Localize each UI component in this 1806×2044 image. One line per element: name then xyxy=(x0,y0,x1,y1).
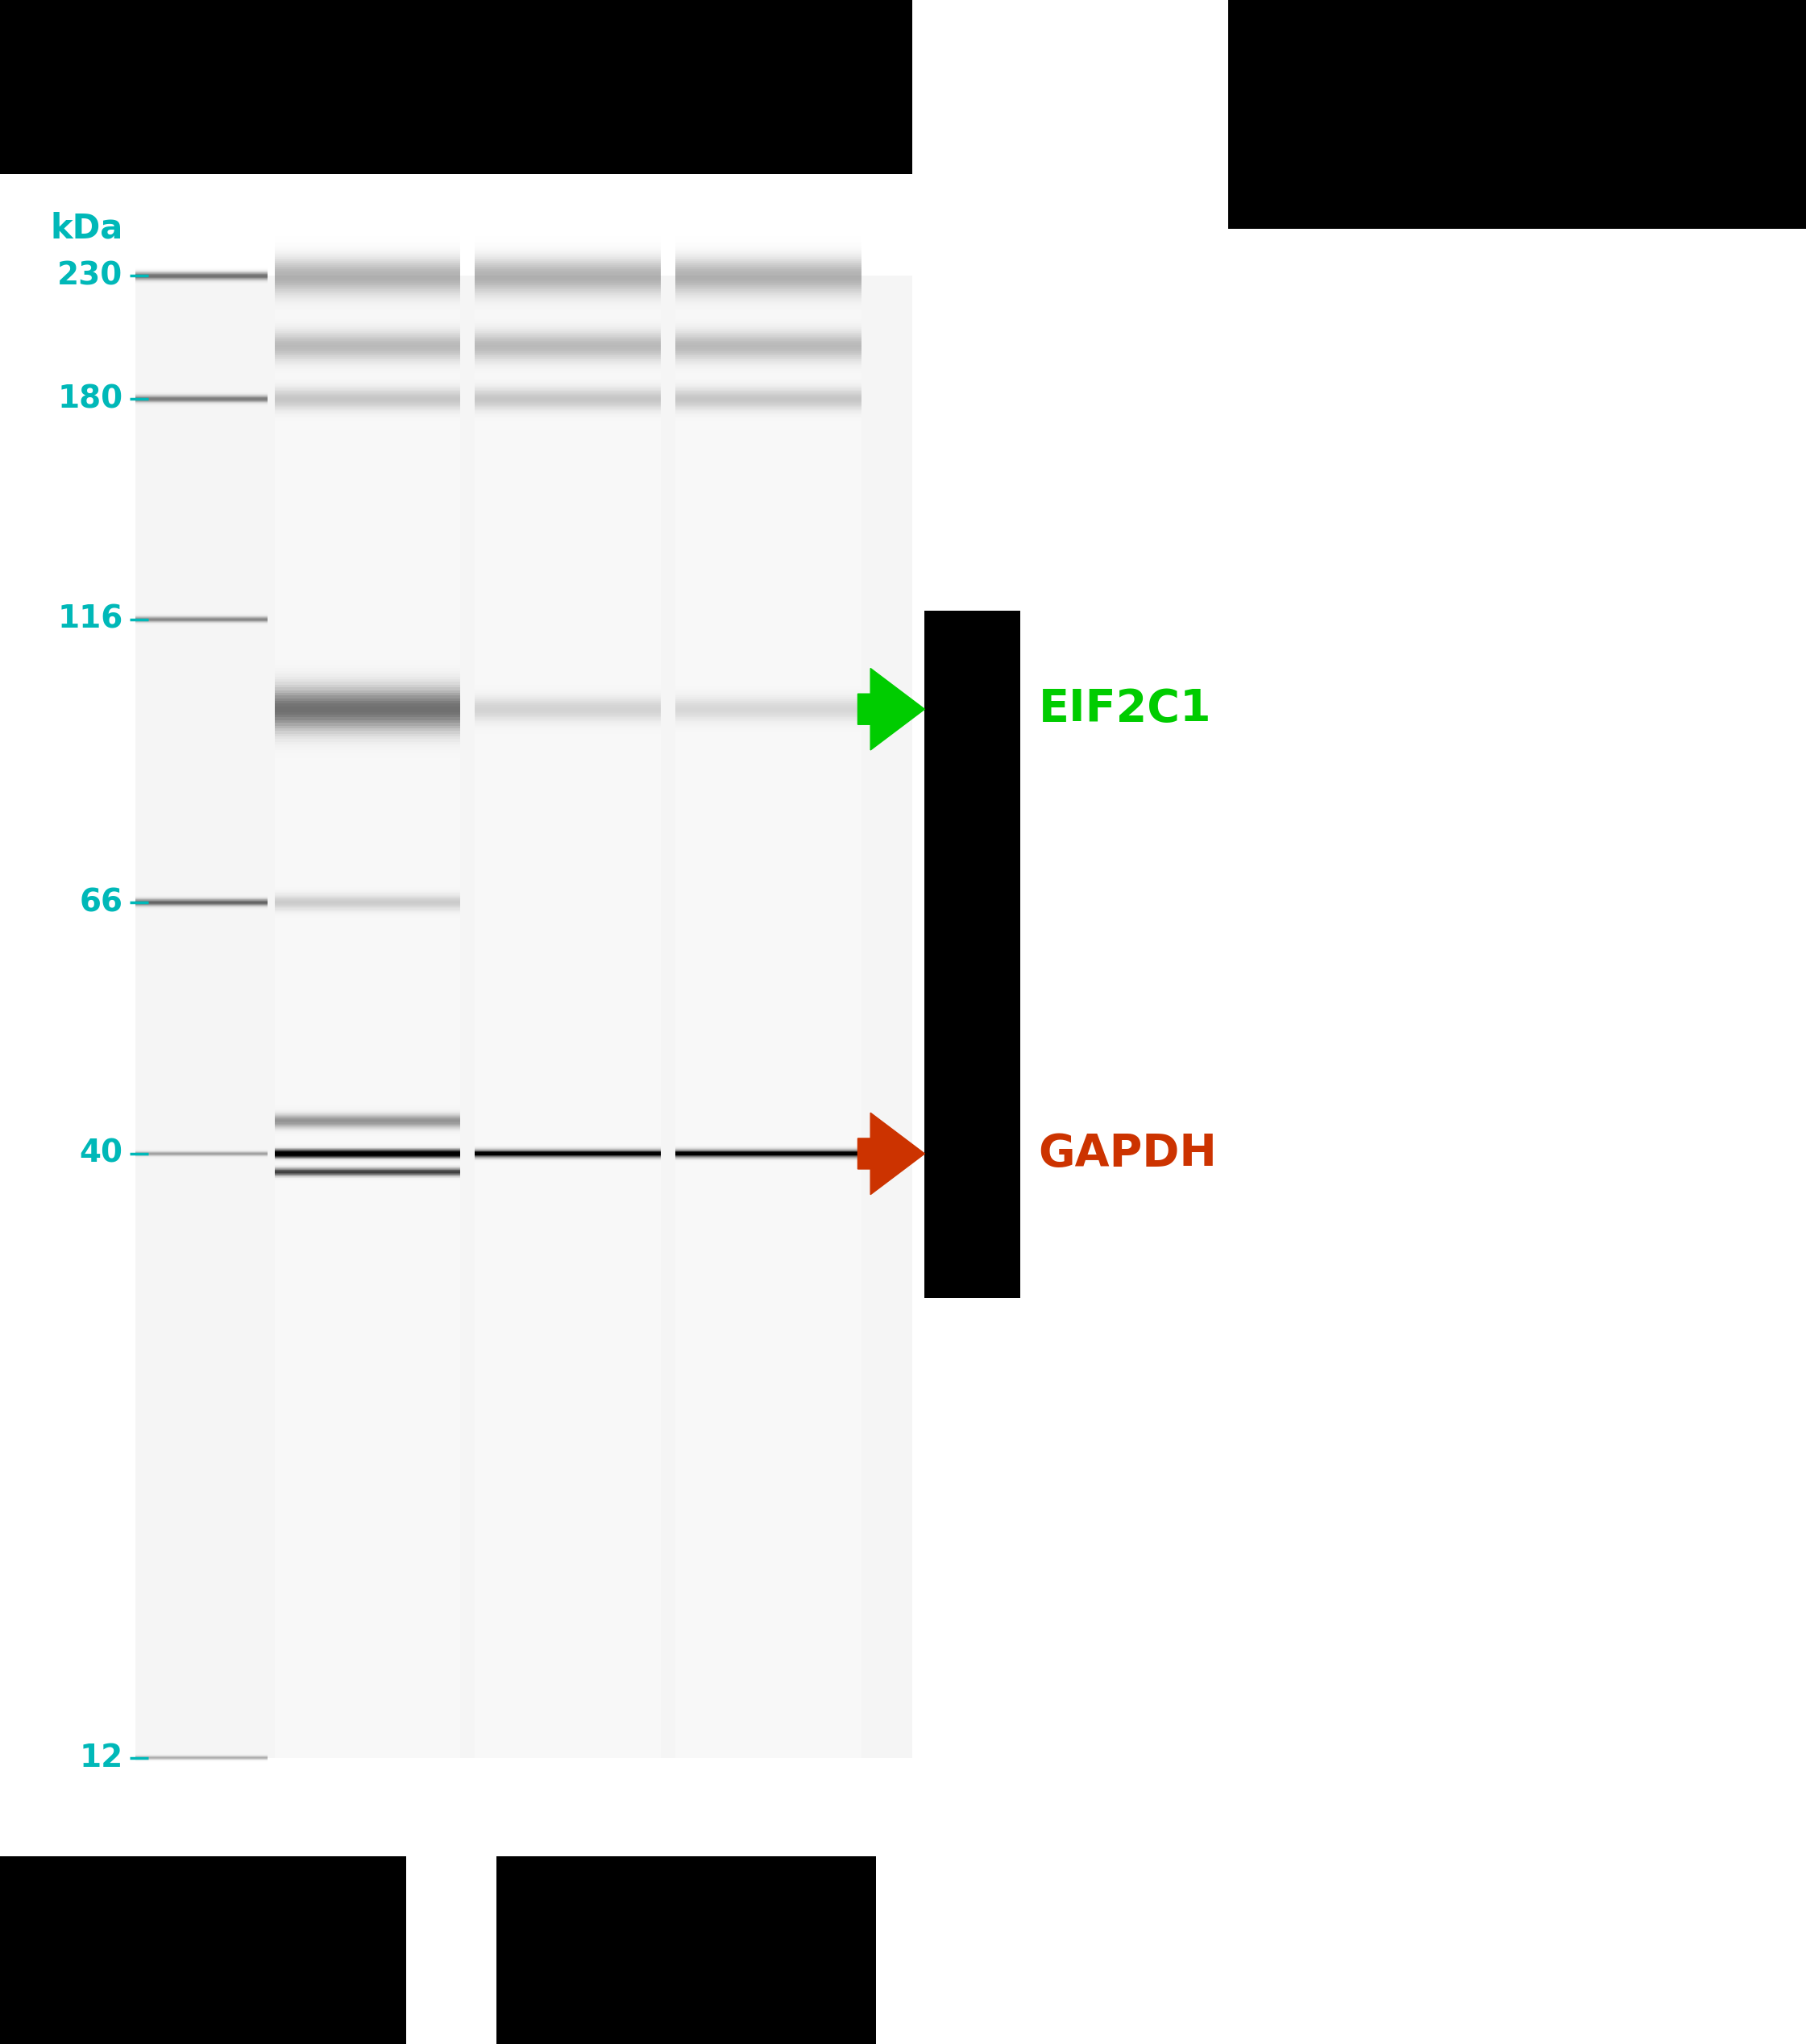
Bar xyxy=(275,719,461,724)
Text: 230: 230 xyxy=(58,262,123,290)
Bar xyxy=(275,670,461,675)
Bar xyxy=(275,660,461,662)
Bar xyxy=(275,717,461,719)
Bar xyxy=(275,691,461,693)
Text: EIF2C1: EIF2C1 xyxy=(1038,687,1212,732)
Bar xyxy=(275,760,461,764)
Bar xyxy=(275,732,461,734)
Bar xyxy=(275,777,461,781)
Bar xyxy=(275,699,461,701)
Text: 180: 180 xyxy=(58,384,123,415)
Bar xyxy=(0,1856,406,2044)
Bar xyxy=(275,744,461,748)
Bar xyxy=(275,662,461,666)
Bar xyxy=(275,773,461,775)
Bar xyxy=(275,636,461,638)
Bar xyxy=(275,668,461,670)
Bar xyxy=(275,740,461,742)
Bar xyxy=(275,666,461,668)
Bar xyxy=(275,658,461,660)
Bar xyxy=(275,642,461,644)
Bar xyxy=(275,695,461,699)
Bar xyxy=(275,750,461,752)
Bar xyxy=(275,785,461,789)
Bar xyxy=(275,677,461,679)
Bar xyxy=(275,701,461,703)
Bar xyxy=(275,748,461,750)
Bar xyxy=(275,638,461,642)
Bar xyxy=(275,679,461,683)
Bar xyxy=(497,1856,876,2044)
Bar xyxy=(275,766,461,769)
Bar xyxy=(475,276,661,1758)
Bar xyxy=(275,726,461,728)
Bar xyxy=(275,769,461,773)
Bar xyxy=(275,687,461,691)
Bar xyxy=(275,634,461,636)
Bar xyxy=(275,693,461,695)
Bar xyxy=(925,611,1020,1298)
Bar xyxy=(1228,0,1806,229)
FancyArrow shape xyxy=(858,668,925,750)
Bar xyxy=(275,756,461,758)
Text: 66: 66 xyxy=(79,887,123,918)
Text: 40: 40 xyxy=(79,1139,123,1169)
Bar xyxy=(275,650,461,652)
Bar xyxy=(275,646,461,650)
Bar xyxy=(275,789,461,791)
Bar xyxy=(275,758,461,760)
Bar xyxy=(275,783,461,785)
Bar xyxy=(275,781,461,783)
Bar xyxy=(275,675,461,677)
Bar xyxy=(275,652,461,654)
Bar xyxy=(275,707,461,709)
Bar xyxy=(275,742,461,744)
Bar xyxy=(275,764,461,766)
Bar xyxy=(275,683,461,685)
Bar xyxy=(275,654,461,658)
Bar xyxy=(275,728,461,732)
Bar xyxy=(675,276,861,1758)
Bar xyxy=(275,736,461,740)
Text: 116: 116 xyxy=(58,605,123,636)
FancyArrow shape xyxy=(858,1112,925,1194)
Bar xyxy=(275,644,461,646)
Bar xyxy=(275,628,461,630)
Bar xyxy=(275,685,461,687)
Bar xyxy=(275,711,461,715)
Bar xyxy=(275,715,461,717)
Text: 12: 12 xyxy=(79,1744,123,1772)
Bar xyxy=(275,703,461,707)
Text: GAPDH: GAPDH xyxy=(1038,1132,1217,1175)
Bar xyxy=(275,775,461,777)
Text: kDa: kDa xyxy=(51,211,123,245)
Bar xyxy=(275,276,461,1758)
Bar xyxy=(275,630,461,634)
Bar xyxy=(275,724,461,726)
Bar xyxy=(275,709,461,711)
Bar xyxy=(275,752,461,756)
Bar xyxy=(0,0,912,174)
Bar xyxy=(275,734,461,736)
Bar xyxy=(135,276,912,1758)
